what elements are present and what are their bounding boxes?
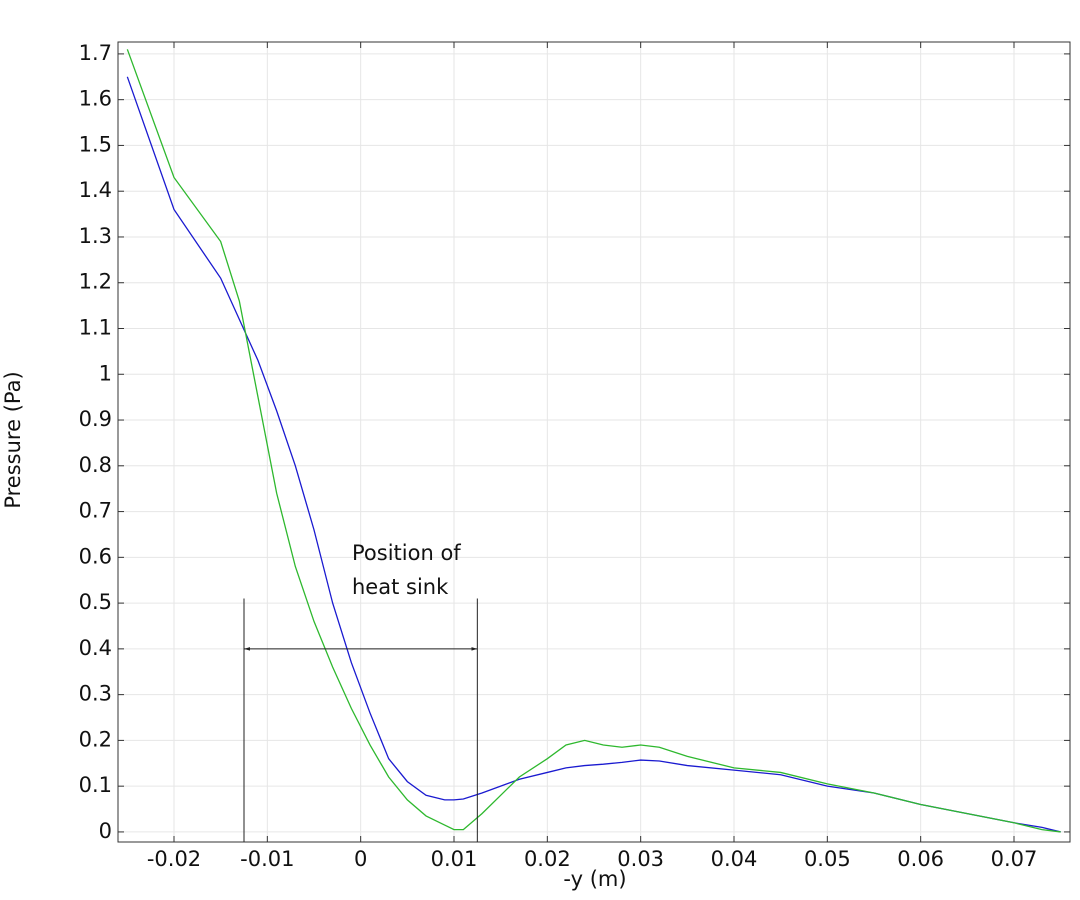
- y-tick-label: 0.3: [79, 682, 112, 706]
- y-tick-label: 0.8: [79, 453, 112, 477]
- x-tick-label: 0.07: [991, 847, 1038, 871]
- x-tick-label: 0.01: [431, 847, 478, 871]
- y-tick-label: 1.1: [79, 315, 112, 339]
- annotation-text: heat sink: [352, 575, 449, 599]
- y-tick-label: 0.7: [79, 499, 112, 523]
- y-tick-label: 1.6: [79, 87, 112, 111]
- y-tick-label: 1: [99, 361, 112, 385]
- y-tick-label: 1.4: [79, 178, 112, 202]
- annotation-text: Position of: [352, 541, 461, 565]
- data-line: [126, 49, 1061, 833]
- x-tick-label: -0.02: [147, 847, 201, 871]
- x-tick-label: -0.01: [240, 847, 294, 871]
- x-tick-label: 0.02: [524, 847, 571, 871]
- y-tick-label: 0.4: [79, 636, 112, 660]
- y-tick-label: 1.3: [79, 224, 112, 248]
- x-tick-label: 0.05: [804, 847, 851, 871]
- y-tick-label: 0.5: [79, 590, 112, 614]
- y-tick-label: 1.2: [79, 270, 112, 294]
- y-tick-label: 0: [99, 819, 112, 843]
- y-tick-label: 0.1: [79, 773, 112, 797]
- y-axis-title: Pressure (Pa): [1, 371, 25, 508]
- y-tick-label: 1.5: [79, 132, 112, 156]
- x-tick-label: 0: [354, 847, 367, 871]
- y-tick-label: 0.6: [79, 544, 112, 568]
- y-tick-label: 0.9: [79, 407, 112, 431]
- x-tick-label: 0.04: [711, 847, 758, 871]
- y-tick-label: 1.7: [79, 41, 112, 65]
- x-tick-label: 0.03: [617, 847, 664, 871]
- y-tick-label: 0.2: [79, 727, 112, 751]
- data-line: [126, 76, 1061, 833]
- x-tick-label: 0.06: [897, 847, 944, 871]
- plot-frame: [117, 41, 1071, 843]
- x-axis-title: -y (m): [563, 867, 626, 891]
